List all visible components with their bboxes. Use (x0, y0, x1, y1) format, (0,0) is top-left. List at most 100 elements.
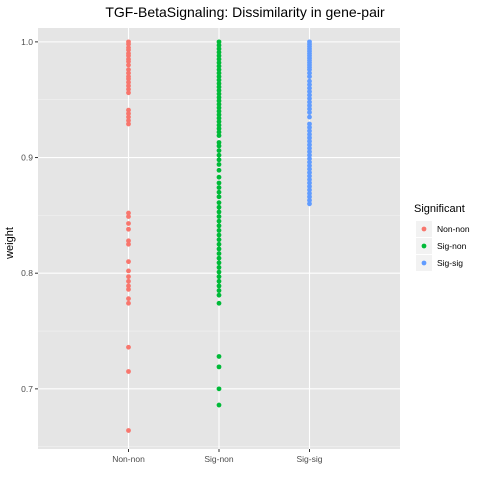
data-point (307, 184, 312, 189)
data-point (216, 274, 222, 280)
data-point (216, 126, 222, 132)
data-point (216, 88, 222, 93)
data-point (307, 82, 312, 88)
data-point (126, 86, 131, 92)
data-point (307, 166, 312, 172)
data-point (126, 210, 131, 216)
data-point (307, 89, 312, 95)
data-point (216, 241, 222, 247)
data-point (126, 286, 131, 292)
data-point (307, 177, 312, 182)
data-point (216, 185, 222, 191)
data-point (307, 67, 312, 73)
data-point (216, 237, 222, 243)
data-point (216, 119, 222, 125)
data-point (126, 114, 131, 120)
data-point (126, 369, 131, 374)
data-point (216, 180, 222, 186)
data-point (307, 70, 312, 76)
data-point (126, 118, 131, 123)
data-point (216, 218, 222, 224)
data-point (216, 77, 222, 83)
data-point (126, 221, 131, 226)
data-point (216, 354, 222, 359)
data-point (216, 53, 222, 59)
data-point (307, 85, 312, 91)
legend-label: Non-non (437, 224, 470, 234)
data-point (216, 56, 222, 62)
data-point (216, 364, 222, 370)
data-point (126, 62, 131, 68)
data-point (216, 162, 222, 167)
data-point (216, 194, 222, 200)
data-point (216, 98, 222, 104)
data-point (126, 214, 131, 219)
data-point (307, 190, 312, 196)
data-point (216, 91, 222, 97)
data-point (126, 428, 131, 433)
data-point (216, 115, 222, 121)
data-point (126, 268, 131, 274)
data-point (216, 49, 222, 55)
data-point (216, 60, 222, 66)
data-point (216, 42, 222, 48)
data-point (216, 269, 222, 275)
y-axis: 0.7 0.8 0.9 1.0 (21, 37, 38, 394)
x-axis: Non-non Sig-non Sig-sig (112, 449, 323, 464)
data-point (126, 47, 131, 53)
data-point (307, 180, 312, 186)
data-point (216, 167, 222, 173)
data-point (126, 76, 131, 82)
data-point (307, 170, 312, 175)
data-point (216, 122, 222, 128)
data-point (307, 114, 312, 120)
data-point (216, 174, 222, 180)
legend-label: Sig-sig (437, 258, 463, 268)
data-point (307, 187, 312, 193)
data-point (126, 53, 131, 59)
data-point (216, 200, 222, 206)
data-point (126, 90, 131, 96)
data-point (126, 107, 131, 113)
data-point (307, 103, 312, 108)
data-point (216, 157, 222, 163)
data-point (126, 283, 131, 289)
data-point (216, 246, 222, 252)
data-point (307, 121, 312, 127)
data-point (307, 159, 312, 165)
data-point (307, 78, 312, 84)
data-point (216, 70, 222, 76)
data-point (216, 251, 222, 256)
data-point (126, 344, 131, 350)
data-point (216, 143, 222, 149)
data-point (307, 194, 312, 200)
data-point (126, 121, 131, 127)
data-point (216, 108, 222, 114)
data-point (216, 46, 222, 52)
data-point (216, 278, 222, 284)
y-tick-label: 0.7 (21, 384, 33, 394)
data-point (126, 59, 131, 64)
data-point (216, 39, 222, 45)
data-point (307, 201, 312, 207)
data-point (126, 278, 131, 284)
x-tick-label: Non-non (112, 454, 145, 464)
y-tick-label: 0.9 (21, 153, 33, 163)
data-point (307, 92, 312, 98)
data-point (126, 274, 131, 280)
data-point (216, 223, 222, 229)
data-point (307, 156, 312, 162)
data-point (307, 152, 312, 158)
data-point (216, 84, 222, 90)
data-point (307, 197, 312, 203)
data-point (307, 106, 312, 112)
data-point (307, 163, 312, 169)
y-axis-label: weight (4, 227, 16, 260)
data-point (307, 132, 312, 137)
legend-title: Significant (414, 203, 465, 215)
data-points (126, 39, 312, 433)
data-point (216, 300, 222, 306)
data-point (216, 148, 222, 153)
data-point (216, 81, 222, 86)
